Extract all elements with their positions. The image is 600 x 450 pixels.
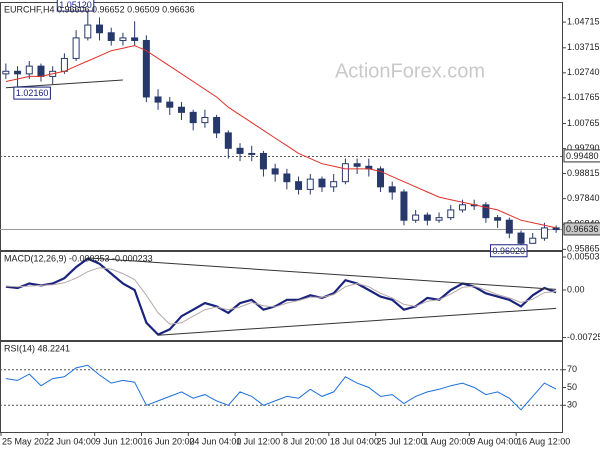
candle-body [14,70,22,75]
y-tick-label: 0.97840 [567,193,600,203]
series-line [5,267,557,325]
candle-body [2,70,10,75]
candle-body [37,65,45,77]
y-tick-label: -0.007251 [567,332,600,342]
candle-body [283,173,291,183]
candle-body [517,232,525,244]
trend-line [158,307,557,336]
panel-title: RSI(14) 48.2241 [4,343,70,353]
x-tick-label: 24 Jun 04:00 [189,436,241,446]
candle-body [540,227,548,239]
candle-body [494,217,502,221]
candle-body [224,132,232,149]
candle-body [330,181,338,188]
x-tick-label: 18 Jul 04:00 [330,436,379,446]
y-tick-label: 1.04715 [567,16,600,26]
candle-body [388,186,396,193]
candle-body [353,163,361,167]
label-box [56,0,95,12]
candle-body [482,204,490,219]
candle-body [213,116,221,134]
candle-body [377,168,385,188]
x-tick-label: 2 Jun 04:00 [49,436,96,446]
panel-title: EURCHF,H4 0.96606 0.96652 0.96509 0.9663… [4,4,195,14]
candle-body [306,178,314,190]
candle-body [529,237,537,244]
y-tick-label: 1.00765 [567,118,600,128]
candle-body [505,219,513,234]
candle-body [142,39,150,98]
candle-body [154,96,162,103]
series-line [5,45,557,229]
y-tick-label: 1.02740 [567,67,600,77]
candle-body [295,181,303,190]
candle-body [96,24,104,34]
x-tick-label: 8 Jul 20:00 [283,436,327,446]
candle-body [25,65,33,75]
candle-body [318,178,326,188]
y-tick-label: 30 [567,400,577,410]
y-tick-label: 0.005037 [567,251,600,261]
candle-body [458,204,466,211]
y-tick-label: 0.99790 [567,143,600,153]
x-tick-label: 16 Aug 12:00 [517,436,570,446]
panel-title: MACD(12,26,9) -0.000353 -0.000233 [4,253,153,263]
trend-line [87,257,557,290]
candle-body [435,217,443,221]
candle-body [131,37,139,41]
candle-body [166,101,174,108]
level-label: 0.96636 [566,224,599,234]
y-tick-label: 1.03715 [567,42,600,52]
candle-body [447,209,455,219]
price-annotation: 0.96020 [492,246,525,256]
series-line [5,257,557,336]
y-tick-label: 0.98815 [567,168,600,178]
candle-body [248,152,256,155]
candle-body [552,227,560,231]
x-tick-label: 1 Jul 12:00 [236,436,280,446]
candle-body [189,111,197,124]
price-annotation: 1.02160 [16,88,49,98]
panel-frame [0,251,563,341]
y-tick-label: 1.01765 [567,92,600,102]
candle-body [271,168,279,175]
candle-body [423,214,431,221]
label-box [563,222,600,236]
candle-body [60,57,68,72]
price-annotation: 1.05120 [59,0,92,10]
label-box [563,149,600,163]
candle-body [400,191,408,221]
x-tick-label: 25 May 2022 [2,436,54,446]
y-tick-label: 70 [567,364,577,374]
y-tick-label: 50 [567,382,577,392]
x-tick-label: 25 Jul 12:00 [377,436,426,446]
candle-body [412,214,420,221]
y-tick-label: 0.95865 [567,244,600,254]
y-tick-label: 0.00 [567,284,585,294]
label-box [13,86,51,100]
candle-body [107,32,115,41]
candle-body [119,37,127,41]
label-box [489,244,528,258]
x-tick-label: 9 Jun 12:00 [96,436,143,446]
level-label: 0.99480 [566,151,599,161]
panel-frame [0,341,563,433]
watermark: ActionForex.com [335,60,485,82]
x-tick-label: 1 Aug 20:00 [424,436,472,446]
candle-body [201,116,209,124]
candle-body [341,163,349,183]
candle-body [259,152,267,170]
candle-body [177,106,185,113]
x-tick-label: 16 Jun 20:00 [143,436,195,446]
candle-body [236,147,244,154]
series-line [5,364,557,411]
candle-body [84,24,92,39]
trend-line [5,79,123,89]
candle-body [72,37,80,59]
panel-frame [0,2,563,251]
x-tick-label: 9 Aug 04:00 [470,436,518,446]
